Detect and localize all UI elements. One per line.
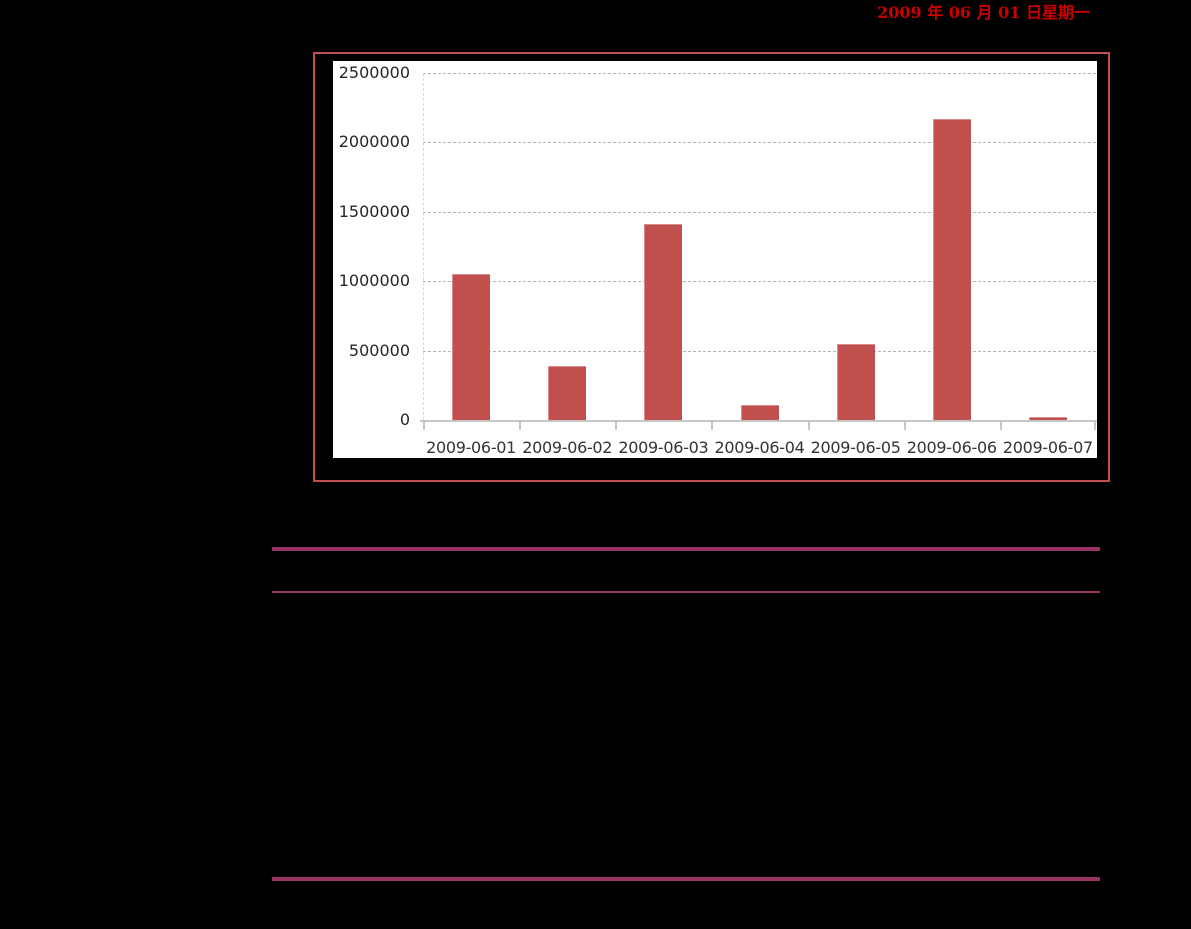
bar	[1028, 417, 1067, 420]
bar	[548, 365, 587, 420]
x-axis-category-label: 2009-06-01	[426, 438, 517, 457]
x-axis-category-label: 2009-06-03	[618, 438, 709, 457]
date-stamp: 2009 年 06 月 01 日星期一	[877, 3, 1090, 22]
bar	[932, 118, 971, 420]
y-axis-line	[423, 73, 424, 420]
table-rule-bottom	[272, 877, 1100, 881]
gridline	[423, 211, 1096, 213]
y-axis-tick-label: 2500000	[338, 63, 410, 82]
x-axis-tick	[807, 422, 810, 430]
x-axis-category-label: 2009-06-07	[1002, 438, 1093, 457]
x-axis-tick	[1094, 422, 1096, 430]
x-axis-tick	[711, 422, 714, 430]
x-axis-tick	[615, 422, 618, 430]
x-axis-category-label: 2009-06-06	[906, 438, 997, 457]
y-axis-tick-label: 2000000	[338, 132, 410, 152]
gridline	[423, 281, 1096, 283]
bar	[452, 274, 491, 420]
y-axis-tick-label: 1000000	[338, 271, 410, 291]
x-axis-tick	[903, 422, 906, 430]
gridline	[423, 73, 1096, 74]
table-rule-top	[272, 547, 1100, 551]
x-axis-tick	[519, 422, 522, 430]
chart-frame	[313, 52, 1110, 482]
y-axis-tick-label: 500000	[348, 340, 410, 360]
gridline	[423, 142, 1096, 144]
x-axis-category-label: 2009-06-04	[714, 438, 805, 457]
table-rule-middle	[272, 591, 1100, 593]
y-axis-tick-label: 0	[399, 410, 410, 429]
x-axis-category-label: 2009-06-02	[522, 438, 613, 457]
x-axis-tick	[999, 422, 1002, 430]
x-axis-category-label: 2009-06-05	[810, 438, 901, 457]
x-axis-line	[420, 420, 1097, 422]
bar	[644, 224, 683, 420]
gridline	[423, 350, 1096, 352]
bar	[836, 344, 875, 420]
x-axis-tick	[423, 422, 425, 430]
chart-canvas: 0 500000 1000000 1500000 2000000 2500000 2009-…	[333, 61, 1097, 458]
bar	[740, 404, 779, 420]
y-axis-tick-label: 1500000	[338, 201, 410, 221]
